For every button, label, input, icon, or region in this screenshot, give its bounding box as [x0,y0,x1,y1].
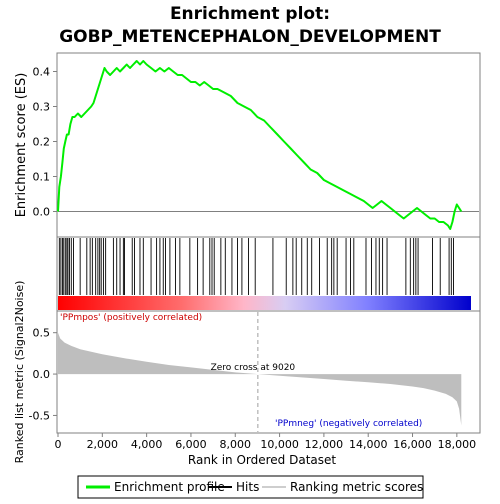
x-tick-label: 4,000 [131,438,163,451]
es-panel-frame [56,52,481,238]
metric-y-axis-label: Ranked list metric (Signal2Noise) [13,281,26,464]
x-tick-label: 18,000 [438,438,477,451]
chart-title-line1: Enrichment plot: [170,4,330,24]
x-tick-label: 0 [55,438,62,451]
rank-color-bar [58,296,471,310]
enrichment-profile-line [57,60,463,230]
es-y-tick-label: 0.1 [33,171,51,184]
x-tick-label: 2,000 [87,438,119,451]
es-y-tick-label: 0.2 [33,136,51,149]
metric-y-tick-label: -0.5 [29,409,50,422]
ranking-metric-area [58,332,462,426]
legend-label: Hits [236,480,259,494]
x-tick-label: 8,000 [220,438,252,451]
positive-correlation-label: 'PPmpos' (positively correlated) [60,313,202,323]
legend-box [77,475,424,499]
metric-y-axis: -0.5 0.0 0.5 [29,327,57,422]
x-tick-label: 12,000 [305,438,344,451]
x-axis: 0 2,000 4,000 6,000 8,000 10,000 12,000 14,000 1… [55,433,477,451]
zero-cross-label: Zero cross at 9020 [211,363,296,373]
legend-label: Ranking metric scores [290,480,423,494]
legend-label: Enrichment profile [114,480,225,494]
legend: Enrichment profile Hits Ranking metric sco… [86,480,423,494]
x-tick-label: 14,000 [349,438,388,451]
metric-y-tick-label: 0.5 [33,327,51,340]
x-tick-label: 10,000 [260,438,299,451]
x-tick-label: 16,000 [393,438,432,451]
metric-y-tick-label: 0.0 [33,368,51,381]
hits-markers [58,238,454,295]
es-y-tick-label: 0.4 [33,66,51,79]
es-y-tick-label: 0.3 [33,101,51,114]
chart-title-line2: GOBP_METENCEPHALON_DEVELOPMENT [59,27,441,47]
x-axis-label: Rank in Ordered Dataset [188,453,336,467]
es-y-axis: 0.0 0.1 0.2 0.3 0.4 [33,66,57,219]
x-tick-label: 6,000 [175,438,207,451]
es-y-axis-label: Enrichment score (ES) [14,73,29,218]
negative-correlation-label: 'PPmneg' (negatively correlated) [275,419,422,429]
es-y-tick-label: 0.0 [33,206,51,219]
